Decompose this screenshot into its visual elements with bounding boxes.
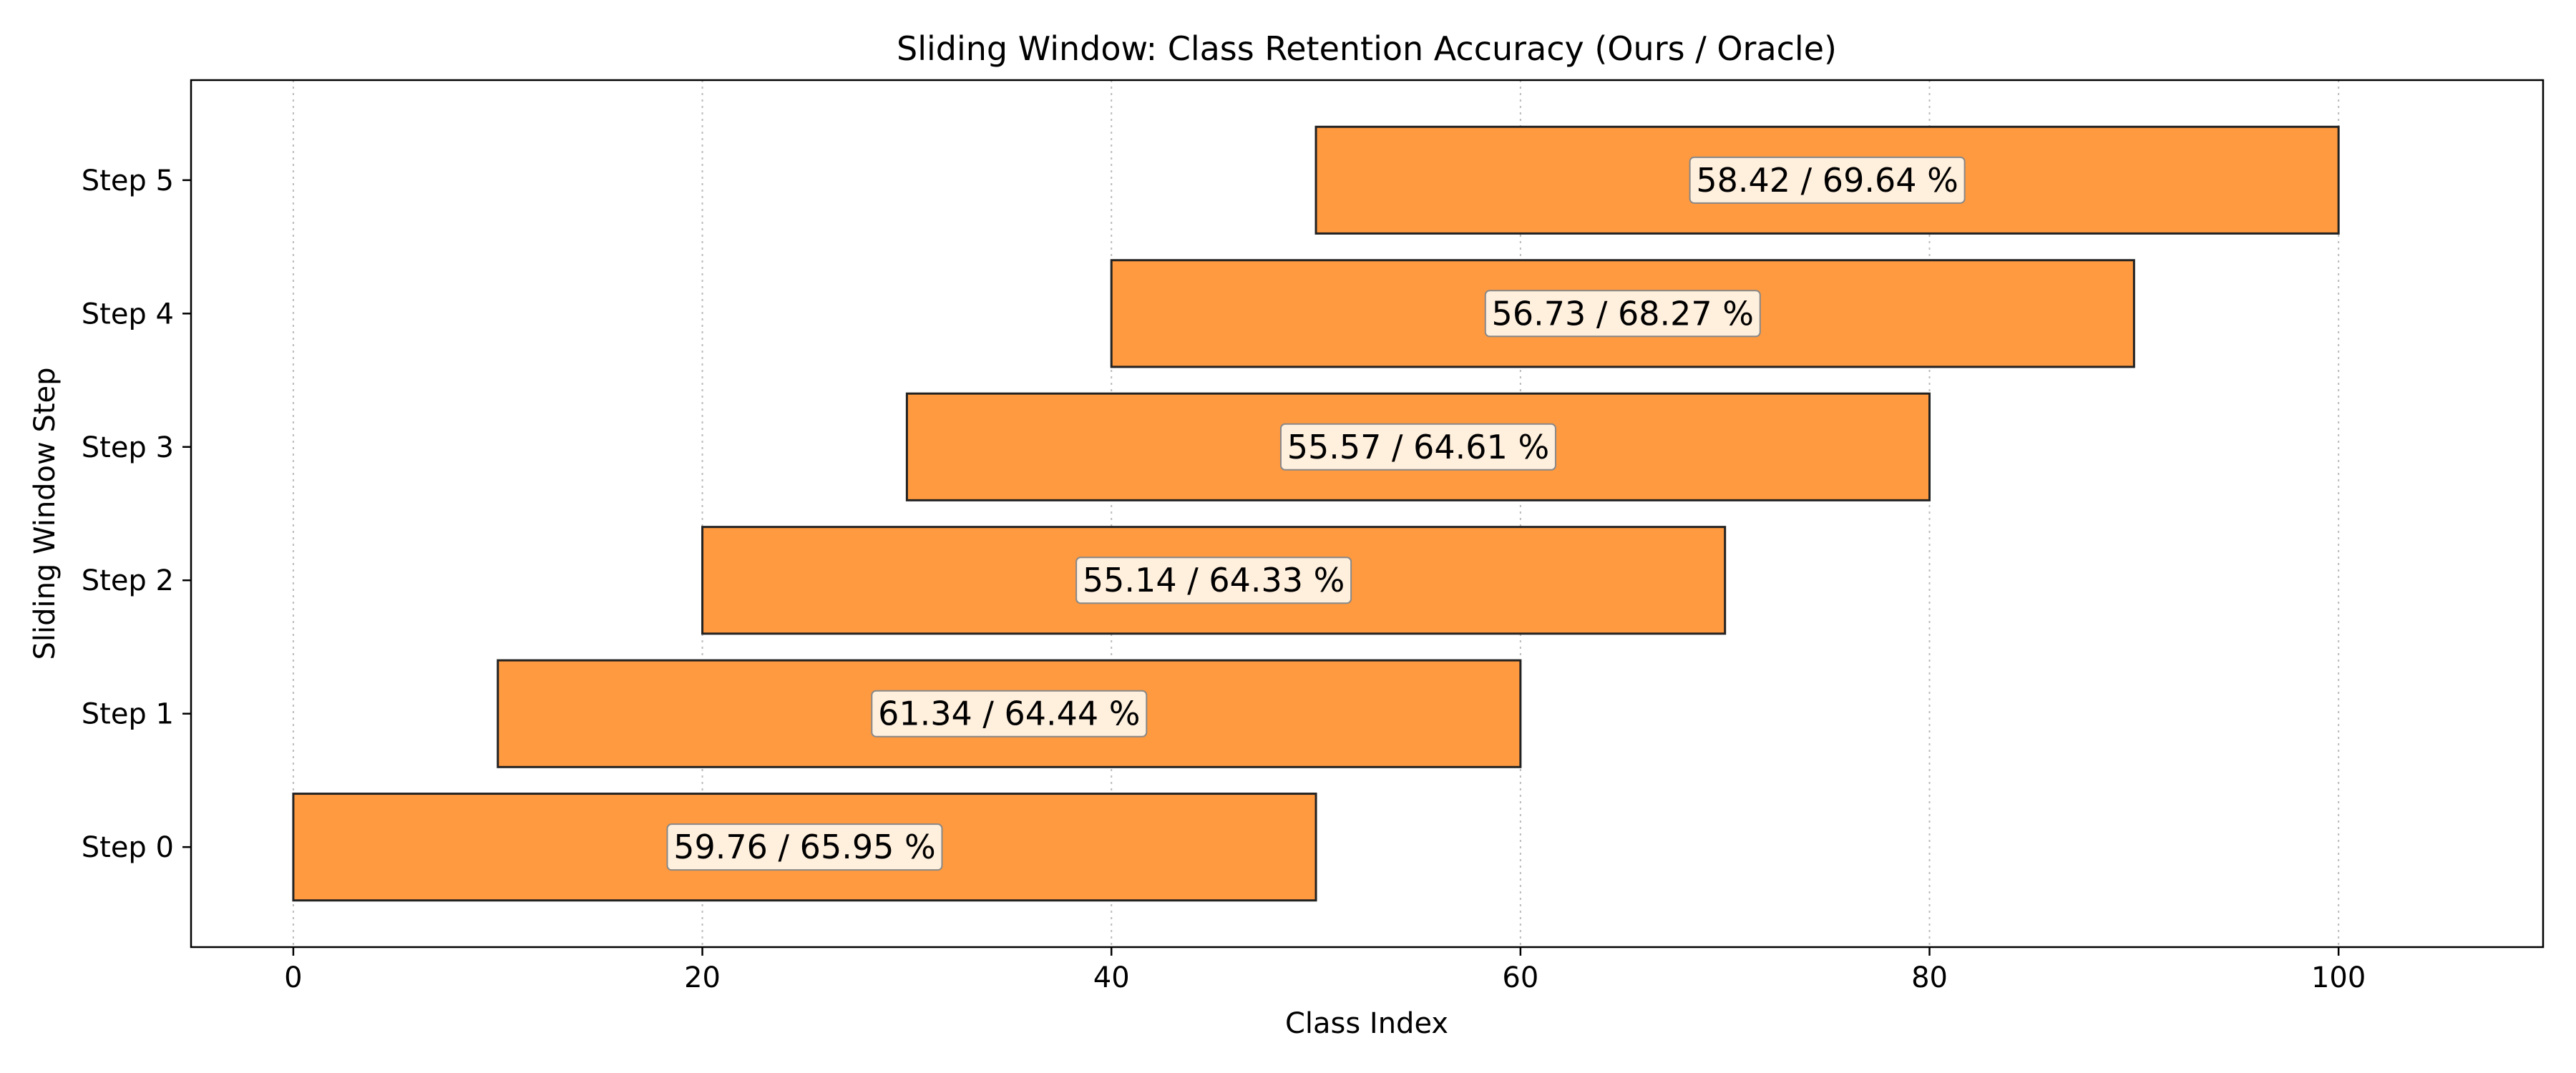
y-axis-label: Sliding Window Step [29,367,62,660]
bar-label-box [1279,423,1556,471]
bar-label-box [1075,557,1352,604]
x-tick-label: 40 [1093,961,1130,994]
bar-value-label: 55.14 / 64.33 % [1083,561,1345,599]
bars: 59.76 / 65.95 % 61.34 / 64.44 % 55.14 / 64… [292,125,2340,902]
chart-title: Sliding Window: Class Retention Accuracy… [897,29,1837,68]
x-tick-label: 20 [684,961,721,994]
bar-value-label: 55.57 / 64.61 % [1287,428,1549,466]
y-tick-label: Step 2 [82,564,174,597]
y-tick-label: Step 0 [82,831,174,864]
bar-label-box [1484,290,1761,338]
bar-value-label: 61.34 / 64.44 % [878,695,1140,733]
y-tick-label: Step 3 [82,431,174,464]
bar-label-box [1689,156,1966,204]
bar-value-label: 59.76 / 65.95 % [673,828,935,866]
x-tick-label: 60 [1502,961,1538,994]
x-axis-label: Class Index [1285,1007,1448,1040]
y-tick-label: Step 4 [82,298,174,330]
y-tick-label: Step 1 [82,698,174,731]
bar-label-box [871,690,1148,738]
bar-value-label: 58.42 / 69.64 % [1696,161,1958,200]
plot-frame [190,79,2545,949]
y-tick-label: Step 5 [82,165,174,197]
x-tick-label: 100 [2311,961,2366,994]
y-axis-ticks: Step 0 Step 1 Step 2 Step 3 Step 4 Step 5 [82,165,191,864]
bar-label-box [666,823,943,871]
x-tick-label: 80 [1911,961,1948,994]
x-tick-label: 0 [284,961,302,994]
bar-value-label: 56.73 / 68.27 % [1492,294,1754,333]
x-axis-ticks: 0 20 40 60 80 100 [284,947,2366,994]
